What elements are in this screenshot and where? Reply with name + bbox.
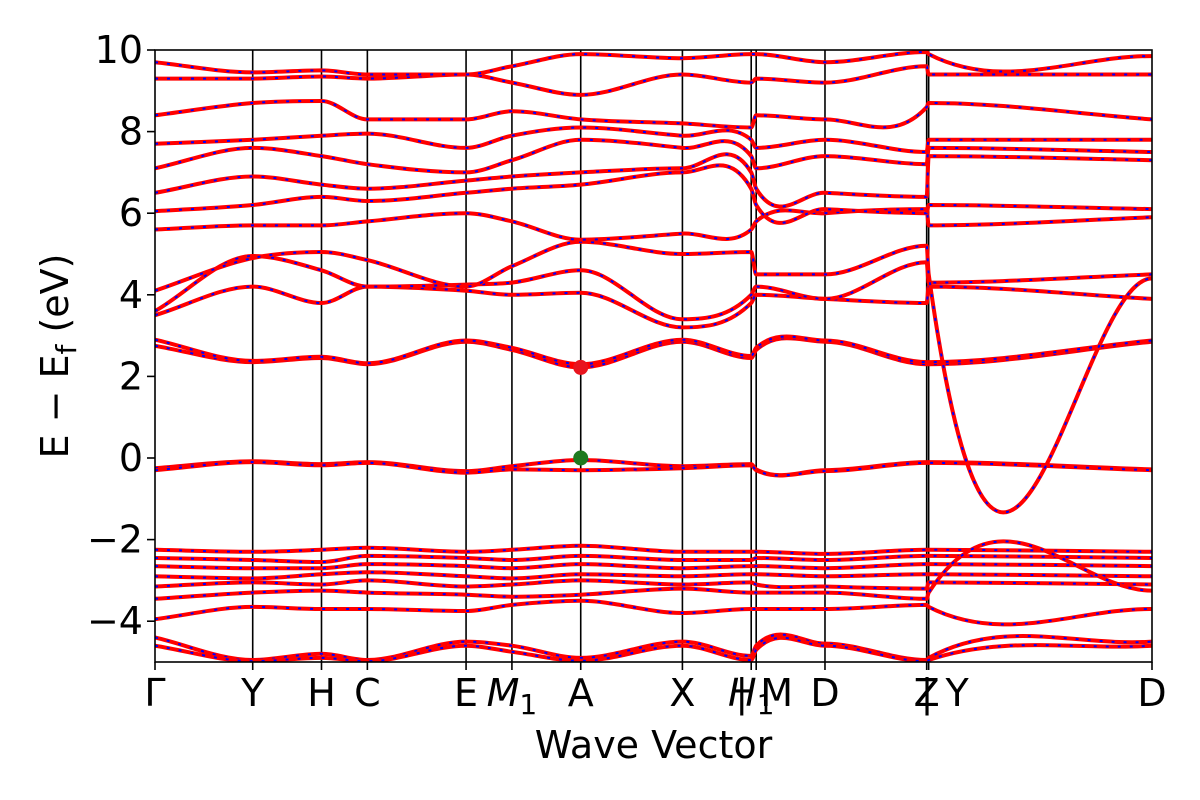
band-line-overlay xyxy=(155,544,1152,555)
y-tick-label: −2 xyxy=(87,518,143,562)
band-line xyxy=(155,137,1152,175)
band-line xyxy=(155,284,1152,330)
y-tick-label: 10 xyxy=(95,28,143,72)
x-tick-label: C xyxy=(354,671,381,715)
band-line-overlay xyxy=(155,65,1152,96)
band-line-overlay xyxy=(155,458,1152,477)
band-line xyxy=(155,562,1152,571)
band-line xyxy=(155,543,1152,556)
x-tick-label: X xyxy=(669,671,695,715)
band-line-overlay xyxy=(155,240,1152,514)
y-tick-label: 4 xyxy=(119,273,143,317)
y-tick-label: 6 xyxy=(119,191,143,235)
x-tick-label: H xyxy=(307,671,336,715)
x-axis-label: Wave Vector xyxy=(535,723,773,767)
y-tick-label: 0 xyxy=(119,436,143,480)
y-axis-ticks: −4 −2 0 2 4 6 8 10 xyxy=(87,28,155,643)
x-tick-label: E xyxy=(454,671,478,715)
x-tick-label: Z xyxy=(914,671,940,715)
band-line xyxy=(155,334,1152,367)
band-line xyxy=(155,98,1152,130)
band-line-overlay xyxy=(155,254,1152,321)
band-line xyxy=(155,635,1152,662)
band-line-overlay xyxy=(155,337,1152,369)
band-line-overlay xyxy=(155,563,1152,570)
extrema-markers xyxy=(573,359,589,466)
band-line-overlay xyxy=(155,554,1152,564)
band-line xyxy=(155,125,1152,155)
band-line xyxy=(155,50,1152,77)
x-tick-label: H1 xyxy=(728,671,774,721)
band-line-overlay xyxy=(155,579,1152,590)
x-tick-label: Γ xyxy=(144,671,165,715)
x-tick-label: Y xyxy=(240,671,265,715)
band-line xyxy=(155,163,1152,225)
y-axis-label: E − Ef (eV) xyxy=(33,254,83,459)
band-line-overlay xyxy=(155,599,1152,626)
cbm-marker xyxy=(573,359,589,375)
band-line xyxy=(155,578,1152,591)
x-axis-ticks: Γ Y H C E M1 A X H1| M D Z| Y D xyxy=(144,662,1167,721)
y-tick-label: 2 xyxy=(119,354,143,398)
x-tick-label: | M xyxy=(735,671,793,716)
band-lines xyxy=(155,50,1152,662)
vbm-marker xyxy=(573,450,589,466)
y-tick-label: 8 xyxy=(119,110,143,154)
x-tick-label: A xyxy=(568,671,594,715)
band-line xyxy=(155,553,1152,565)
band-line xyxy=(155,598,1152,627)
band-line-overlay xyxy=(155,571,1152,580)
y-tick-label: −4 xyxy=(87,599,143,643)
x-tick-label: D xyxy=(1137,671,1166,715)
x-tick-label: D xyxy=(810,671,839,715)
x-tick-label: | Y xyxy=(921,671,970,716)
band-line-overlay xyxy=(155,164,1152,224)
band-line xyxy=(155,539,1152,601)
band-line-overlay xyxy=(155,153,1152,208)
band-line xyxy=(155,460,1152,478)
plot-frame xyxy=(154,49,1153,663)
x-tick-label: M1 xyxy=(487,671,538,721)
band-line xyxy=(155,570,1152,581)
band-line-overlay xyxy=(155,99,1152,129)
